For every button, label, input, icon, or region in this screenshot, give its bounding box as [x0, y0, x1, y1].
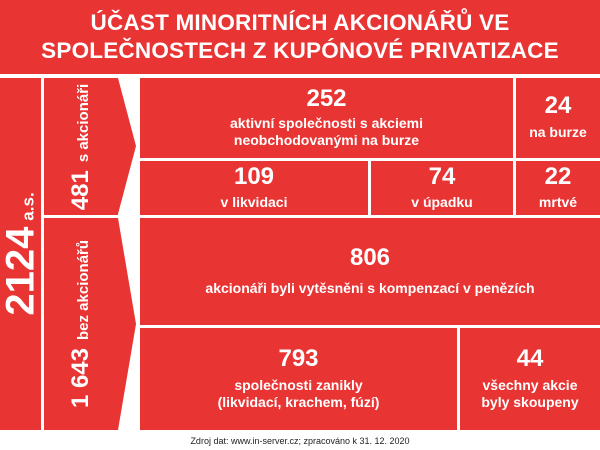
without-shareholders-rotated-text: 1 643 bez akcionářů [67, 240, 95, 408]
total-rotated-text: 2124 a.s. [0, 192, 43, 315]
total-box: 2124 a.s. [0, 78, 43, 430]
total-value: 2124 [0, 226, 42, 316]
on-exchange-box: 24 na burze [516, 78, 600, 158]
title-banner: ÚČAST MINORITNÍCH AKCIONÁŘŮ VE SPOLEČNOS… [0, 0, 600, 74]
bought-out-label-line-1: všechny akcie [482, 376, 578, 393]
liquidation-box: 109 v likvidaci [140, 161, 368, 215]
on-exchange-label: na burze [529, 124, 587, 141]
active-box: 252 aktivní společnosti s akciemi neobch… [140, 78, 513, 158]
with-shareholders-value: 481 [67, 169, 94, 210]
active-value: 252 [306, 84, 347, 112]
source-footer: Zdroj dat: www.in-server.cz; zpracováno … [190, 436, 410, 446]
decline-box: 74 v úpadku [371, 161, 513, 215]
active-label-line-1: aktivní společnosti s akciemi [230, 114, 423, 131]
defunct-box: 793 společnosti zanikly (likvidací, krac… [140, 328, 457, 430]
without-shareholders-label: bez akcionářů [75, 239, 92, 340]
liquidation-value: 109 [233, 162, 275, 190]
with-shareholders-rotated-text: 481 s akcionáři [67, 83, 95, 209]
decline-value: 74 [428, 162, 456, 190]
without-shareholders-box: 1 643 bez akcionářů [44, 218, 118, 430]
with-shareholders-arrow [118, 78, 136, 214]
on-exchange-value: 24 [544, 92, 572, 120]
dead-value: 22 [544, 162, 572, 190]
squeezed-out-value: 806 [349, 243, 391, 271]
active-label-line-2: neobchodovanými na burze [233, 132, 420, 148]
without-shareholders-value: 1 643 [67, 347, 94, 409]
without-shareholders-arrow [118, 218, 136, 430]
squeezed-out-box: 806 akcionáři byli vytěsněni s kompenzac… [140, 218, 600, 325]
decline-label: v úpadku [411, 193, 473, 210]
with-shareholders-box: 481 s akcionáři [44, 78, 118, 215]
bought-out-label-line-2: byly skoupeny [481, 394, 579, 410]
liquidation-label: v likvidaci [220, 193, 288, 210]
defunct-label-line-1: společnosti zanikly [234, 376, 363, 393]
total-unit: a.s. [18, 192, 37, 221]
bought-out-value: 44 [516, 344, 544, 372]
defunct-value: 793 [278, 344, 319, 372]
dead-label: mrtvé [538, 193, 578, 210]
dead-box: 22 mrtvé [516, 161, 600, 215]
defunct-label-line-2: (likvidací, krachem, fúzí) [217, 394, 380, 410]
squeezed-out-label: akcionáři byli vytěsněni s kompenzací v … [205, 279, 535, 296]
bought-out-box: 44 všechny akcie byly skoupeny [460, 328, 600, 430]
title-line-2: SPOLEČNOSTECH Z KUPÓNOVÉ PRIVATIZACE [41, 38, 559, 63]
title-line-1: ÚČAST MINORITNÍCH AKCIONÁŘŮ VE [90, 10, 510, 35]
with-shareholders-label: s akcionáři [75, 83, 92, 162]
